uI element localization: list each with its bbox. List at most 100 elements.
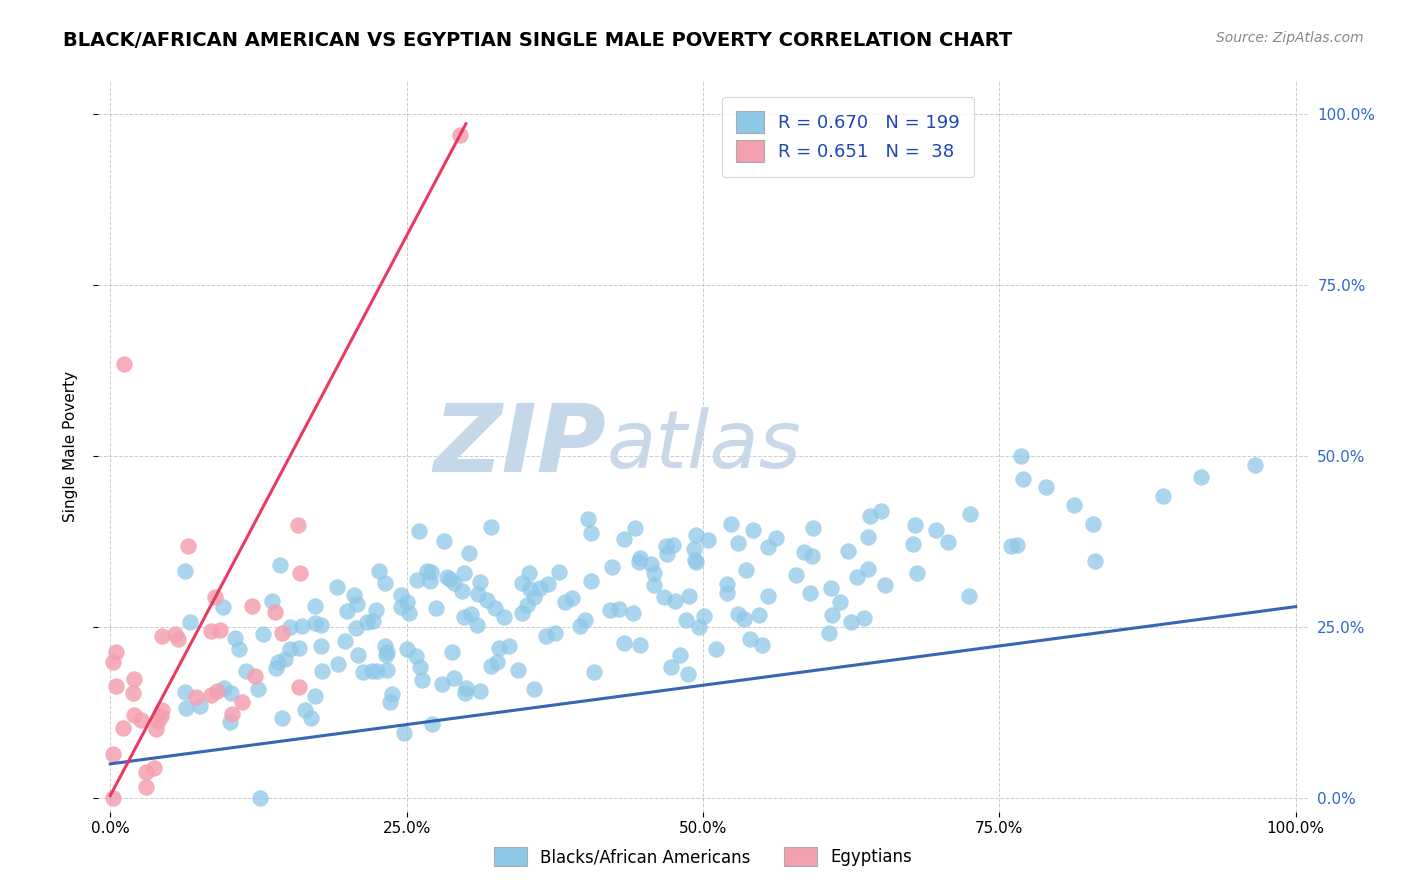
- Point: [569, 619, 592, 633]
- Point: [101, 747, 124, 762]
- Point: [468, 683, 491, 698]
- Point: [818, 626, 841, 640]
- Point: [655, 547, 678, 561]
- Point: [621, 607, 644, 621]
- Point: [436, 570, 458, 584]
- Point: [278, 642, 301, 657]
- Point: [957, 589, 980, 603]
- Point: [173, 564, 195, 578]
- Point: [613, 636, 636, 650]
- Point: [218, 715, 240, 730]
- Point: [454, 681, 477, 695]
- Point: [486, 655, 509, 669]
- Point: [288, 680, 311, 694]
- Point: [599, 603, 621, 617]
- Point: [269, 558, 291, 572]
- Point: [311, 664, 333, 678]
- Point: [374, 576, 396, 591]
- Point: [326, 657, 349, 671]
- Point: [409, 660, 432, 674]
- Point: [150, 703, 173, 717]
- Point: [488, 640, 510, 655]
- Point: [659, 659, 682, 673]
- Point: [668, 648, 690, 662]
- Point: [150, 709, 173, 723]
- Text: Source: ZipAtlas.com: Source: ZipAtlas.com: [1216, 31, 1364, 45]
- Point: [484, 601, 506, 615]
- Point: [793, 545, 815, 559]
- Point: [278, 620, 301, 634]
- Point: [685, 555, 707, 569]
- Point: [405, 573, 427, 587]
- Point: [411, 673, 433, 687]
- Point: [288, 566, 311, 580]
- Point: [231, 695, 253, 709]
- Point: [121, 686, 143, 700]
- Point: [841, 615, 863, 629]
- Point: [720, 516, 742, 531]
- Text: atlas: atlas: [606, 407, 801, 485]
- Point: [333, 634, 356, 648]
- Point: [529, 581, 551, 595]
- Point: [735, 563, 758, 577]
- Point: [381, 687, 404, 701]
- Point: [548, 565, 571, 579]
- Point: [652, 590, 675, 604]
- Point: [640, 557, 662, 571]
- Point: [506, 663, 529, 677]
- Point: [405, 648, 427, 663]
- Point: [738, 632, 761, 646]
- Point: [439, 572, 461, 586]
- Point: [361, 615, 384, 629]
- Point: [544, 626, 567, 640]
- Point: [274, 652, 297, 666]
- Point: [873, 578, 896, 592]
- Point: [101, 791, 124, 805]
- Point: [260, 593, 283, 607]
- Point: [287, 640, 309, 655]
- Point: [344, 621, 367, 635]
- Point: [905, 566, 928, 581]
- Point: [758, 540, 780, 554]
- Point: [114, 357, 136, 371]
- Point: [494, 610, 516, 624]
- Point: [785, 568, 807, 582]
- Point: [368, 564, 391, 578]
- Point: [420, 565, 443, 579]
- Point: [869, 504, 891, 518]
- Point: [352, 665, 374, 679]
- Point: [457, 546, 479, 560]
- Point: [167, 632, 190, 647]
- Point: [177, 539, 200, 553]
- Point: [212, 599, 235, 614]
- Point: [856, 562, 879, 576]
- Point: [433, 533, 456, 548]
- Point: [360, 664, 382, 678]
- Point: [716, 586, 738, 600]
- Point: [224, 631, 246, 645]
- Point: [561, 591, 583, 605]
- Point: [936, 534, 959, 549]
- Point: [209, 624, 232, 638]
- Point: [200, 688, 222, 702]
- Point: [678, 589, 700, 603]
- Point: [748, 608, 770, 623]
- Point: [453, 566, 475, 581]
- Point: [801, 521, 824, 535]
- Point: [828, 595, 851, 609]
- Point: [204, 591, 226, 605]
- Point: [396, 595, 419, 609]
- Point: [443, 576, 465, 591]
- Point: [628, 550, 651, 565]
- Point: [420, 717, 443, 731]
- Point: [901, 537, 924, 551]
- Point: [309, 640, 332, 654]
- Point: [678, 666, 700, 681]
- Point: [1063, 498, 1085, 512]
- Point: [846, 570, 869, 584]
- Point: [148, 714, 170, 728]
- Point: [207, 684, 229, 698]
- Point: [221, 707, 243, 722]
- Point: [1081, 517, 1104, 532]
- Point: [135, 780, 157, 794]
